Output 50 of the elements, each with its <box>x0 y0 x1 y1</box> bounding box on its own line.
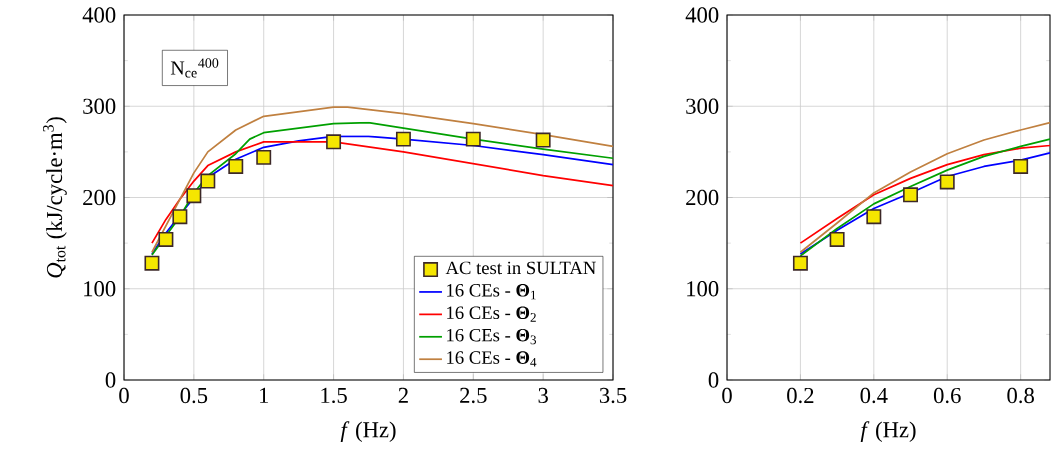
x-tick-label: 2 <box>398 387 408 403</box>
annotation: N$_{ce}$400 <box>170 58 219 78</box>
x-axis-title: f (Hz) <box>860 421 916 443</box>
y-tick-label: 200 <box>686 189 719 206</box>
x-tick-label: 0.6 <box>933 387 961 404</box>
point <box>200 173 216 189</box>
x-tick-label: 3.5 <box>599 387 627 404</box>
point <box>186 188 202 204</box>
legend-label: 16 CEs - Θ$_{2}$ <box>447 306 536 322</box>
x-tick-label: 3 <box>538 387 548 404</box>
x-tick-label: 0 <box>722 387 732 404</box>
point <box>395 131 411 147</box>
legend-label: 16 CEs - Θ$_{1}$ <box>447 284 536 300</box>
x-tick-label: 2.5 <box>460 387 487 404</box>
x-tick-label: 0.2 <box>787 387 814 404</box>
point <box>939 174 955 190</box>
y-tick-label: 200 <box>83 189 116 206</box>
point <box>829 232 845 247</box>
y-tick-label: 0 <box>708 372 719 388</box>
y-tick-label: 400 <box>685 7 719 23</box>
point <box>172 209 188 225</box>
y-tick-label: 100 <box>84 281 116 297</box>
point <box>903 187 918 203</box>
y-tick-label: 300 <box>686 98 719 114</box>
x-tick-label: 0 <box>119 387 129 404</box>
legend-label: 16 CEs - Θ$_{3}$ <box>447 328 537 345</box>
x-tick-label: 1.5 <box>321 387 347 404</box>
line-series <box>799 144 1051 244</box>
y-axis-title: Q$_{tot}$ (kJ/cycle·m$^{3}$) <box>43 117 67 278</box>
y-tick-label: 0 <box>105 372 116 388</box>
point <box>792 255 808 271</box>
y-tick-label: 400 <box>82 7 116 23</box>
x-tick-label: 1 <box>260 387 269 403</box>
point <box>144 255 160 271</box>
x-tick-label: 0.5 <box>180 387 208 404</box>
x-tick-label: 0.4 <box>860 387 888 404</box>
point <box>158 232 174 247</box>
point <box>1013 159 1029 174</box>
y-tick-label: 300 <box>83 98 116 114</box>
point <box>256 149 272 165</box>
point <box>465 131 481 147</box>
point <box>228 159 244 174</box>
x-tick-label: 0.8 <box>1007 387 1034 404</box>
point <box>535 132 551 148</box>
x-axis-title: f (Hz) <box>340 421 396 443</box>
legend-label: 16 CEs - Θ$_{4}$ <box>447 351 537 367</box>
y-tick-label: 100 <box>687 281 719 297</box>
point <box>326 134 342 150</box>
legend-label: AC test in SULTAN <box>445 261 596 275</box>
point <box>866 209 882 225</box>
